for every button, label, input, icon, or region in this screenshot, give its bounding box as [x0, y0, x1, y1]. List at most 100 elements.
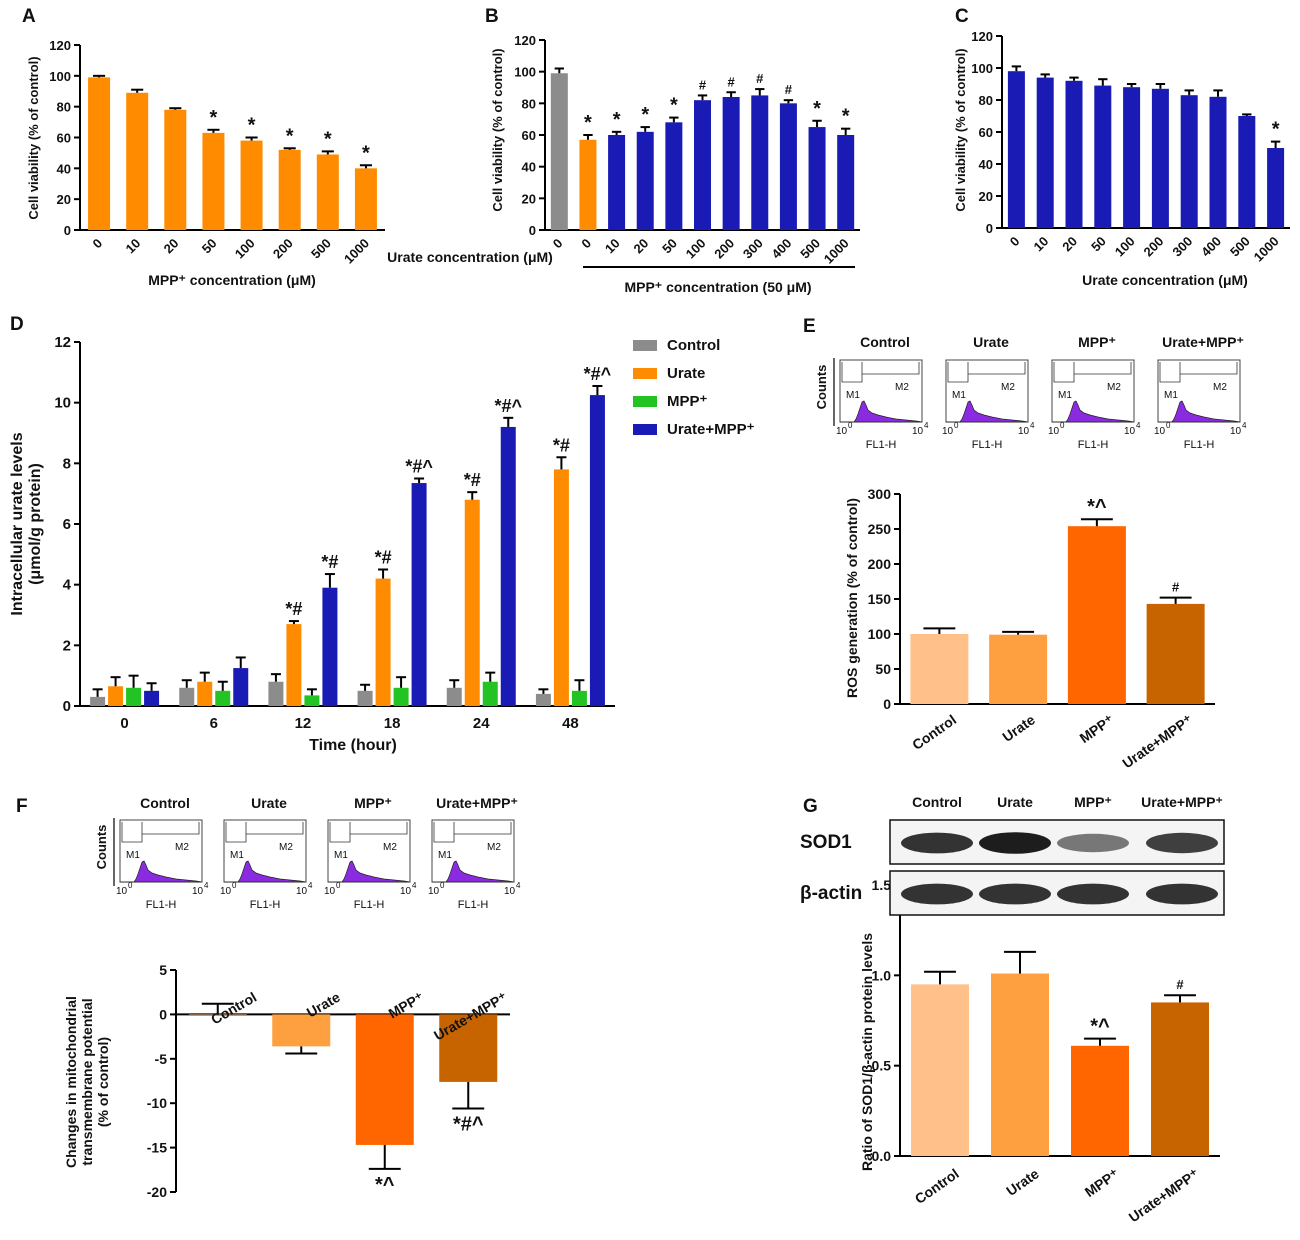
bar — [446, 687, 462, 706]
y-tick-label: 100 — [514, 65, 536, 80]
x-axis-label: Urate concentration (μM) — [387, 249, 553, 265]
flow-histogram — [946, 400, 1029, 423]
y-tick-label: 0 — [883, 696, 891, 712]
significance-label: # — [699, 77, 707, 92]
bar — [1209, 96, 1227, 228]
y-tick-label: 20 — [979, 189, 993, 204]
flow-histogram — [1158, 400, 1241, 423]
significance-label: * — [248, 115, 256, 137]
bar — [1065, 80, 1083, 228]
flow-x-max: 10 — [400, 886, 412, 897]
flow-x-max: 10 — [1018, 426, 1030, 437]
gate-m1-bracket — [225, 822, 247, 843]
y-axis-label: Ratio of SOD1/β-actin protein levels — [859, 933, 875, 1171]
flow-title: Control — [140, 795, 190, 811]
flow-x-max: 10 — [192, 886, 204, 897]
bar — [286, 624, 302, 706]
bar — [482, 681, 498, 706]
bar — [202, 132, 225, 230]
flow-x-min-exponent: 0 — [954, 421, 959, 430]
flow-x-min: 10 — [428, 886, 440, 897]
blot-band — [901, 883, 973, 905]
y-tick-label: 80 — [979, 93, 993, 108]
y-tick-label: 50 — [875, 661, 891, 677]
bar — [357, 690, 373, 706]
flow-x-min-exponent: 0 — [1166, 421, 1171, 430]
y-tick-label: -10 — [147, 1095, 167, 1111]
gate-m1-label: M1 — [438, 850, 452, 861]
panel-g-western-blot: Control Urate MPP⁺ Urate+MPP⁺ SOD1 β-actin — [800, 794, 1225, 916]
flow-x-max-exponent: 4 — [204, 881, 209, 890]
bar — [991, 973, 1049, 1156]
bar — [126, 687, 142, 706]
bar — [1146, 603, 1205, 704]
bar — [272, 1014, 331, 1047]
bar — [439, 1014, 498, 1082]
legend-label: Urate — [667, 365, 705, 382]
flow-x-max: 10 — [1230, 426, 1242, 437]
significance-label: * — [1272, 119, 1280, 141]
flow-histogram — [224, 860, 307, 883]
gate-m1-bracket — [1053, 362, 1075, 383]
x-tick-label: 200 — [711, 236, 737, 262]
x-axis-label: MPP⁺ concentration (μM) — [148, 272, 316, 288]
bar — [215, 690, 231, 706]
panel-label: D — [10, 314, 24, 335]
x-tick-label: Control — [912, 1165, 962, 1207]
bar — [589, 395, 605, 706]
bar — [1071, 1045, 1129, 1156]
flow-x-max-exponent: 4 — [308, 881, 313, 890]
flow-x-label: FL1-H — [972, 439, 1003, 451]
flow-x-max-exponent: 4 — [1030, 421, 1035, 430]
bar — [355, 1014, 414, 1145]
bar — [722, 97, 740, 230]
gate-m2-label: M2 — [1001, 382, 1015, 393]
significance-label: * — [641, 104, 649, 126]
significance-label: * — [324, 128, 332, 150]
gate-m2-bracket — [246, 822, 304, 835]
flow-title: Urate+MPP⁺ — [436, 795, 518, 811]
gate-m1-label: M1 — [230, 850, 244, 861]
bar — [164, 109, 187, 230]
y-tick-label: 80 — [522, 96, 536, 111]
y-tick-label: 40 — [522, 160, 536, 175]
x-tick-label: 100 — [683, 236, 709, 262]
significance-label: *# — [285, 599, 302, 619]
flow-x-max-exponent: 4 — [1136, 421, 1141, 430]
flow-x-min-exponent: 0 — [440, 881, 445, 890]
x-tick-label: 100 — [232, 236, 258, 262]
y-tick-label: 0 — [986, 221, 993, 236]
x-tick-label: 6 — [210, 715, 218, 732]
flow-x-min: 10 — [1154, 426, 1166, 437]
flow-y-label: Counts — [94, 825, 109, 870]
x-tick-label: 50 — [1088, 234, 1109, 255]
x-tick-label: 500 — [308, 236, 334, 262]
y-tick-label: 40 — [57, 161, 71, 176]
gate-m1-label: M1 — [1164, 390, 1178, 401]
bar — [268, 681, 284, 706]
bar — [1151, 88, 1169, 228]
flow-title: MPP⁺ — [1078, 334, 1116, 350]
significance-label: * — [613, 109, 621, 131]
bar — [571, 690, 587, 706]
x-tick-label: 0 — [1007, 234, 1023, 250]
y-tick-label: 6 — [63, 516, 71, 533]
y-tick-label: 0 — [63, 698, 71, 715]
bar — [779, 103, 797, 230]
y-axis-label: Changes in mitochondrial — [63, 996, 79, 1168]
significance-label: *# — [321, 552, 338, 572]
blot-band — [1057, 833, 1129, 853]
gate-m2-label: M2 — [175, 842, 189, 853]
x-tick-label: 300 — [740, 236, 766, 262]
y-axis-label: Cell viability (% of control) — [26, 56, 41, 219]
y-tick-label: 10 — [54, 395, 71, 412]
x-tick-label: 200 — [1141, 234, 1167, 260]
y-tick-label: 0 — [64, 223, 71, 238]
gate-m1-bracket — [121, 822, 143, 843]
flow-histogram — [432, 860, 515, 883]
y-tick-label: 2 — [63, 637, 71, 654]
y-tick-label: 8 — [63, 455, 71, 472]
x-tick-label: 1000 — [1251, 234, 1282, 265]
